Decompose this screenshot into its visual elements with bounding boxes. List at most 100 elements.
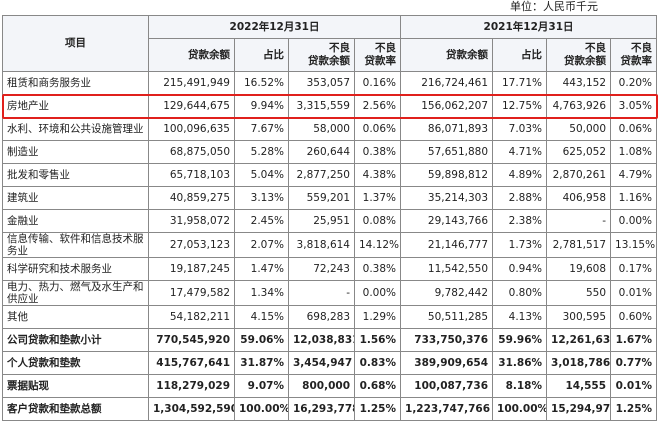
row-label: 电力、热力、燃气及水生产和供应业 bbox=[2, 280, 149, 306]
cell: 260,644 bbox=[288, 140, 355, 164]
table-row: 其他 54,182,211 4.15% 698,283 1.29% 50,511,285 4… bbox=[2, 305, 658, 329]
cell: - bbox=[546, 209, 612, 233]
column-header: 不良 贷款余额 bbox=[288, 38, 355, 72]
cell: 4.38% bbox=[353, 163, 402, 187]
cell: 1.29% bbox=[353, 305, 402, 329]
cell: 129,644,675 bbox=[148, 94, 235, 118]
cell: 5.04% bbox=[234, 163, 289, 187]
cell: 31.87% bbox=[234, 351, 289, 375]
table-row: 批发和零售业 65,718,103 5.04% 2,877,250 4.38% 59,89… bbox=[2, 163, 658, 187]
table-row: 电力、热力、燃气及水生产和供应业 17,479,582 1.34% -0.00% 9,7… bbox=[2, 280, 658, 306]
cell: 12,261,630 bbox=[546, 328, 612, 352]
header-row: 项目 2022年12月31日 2021年12月31日 bbox=[2, 15, 658, 72]
column-header: 贷款余额 bbox=[400, 38, 494, 72]
cell: 68,875,050 bbox=[148, 140, 235, 164]
cell: 1.16% bbox=[610, 186, 658, 210]
cell: 300,595 bbox=[546, 305, 612, 329]
cell: 1.56% bbox=[353, 328, 402, 352]
row-label: 租赁和商务服务业 bbox=[2, 71, 149, 95]
cell: 25,951 bbox=[288, 209, 355, 233]
cell: 9.07% bbox=[234, 374, 289, 398]
cell: 0.00% bbox=[610, 209, 658, 233]
cell: 4,763,926 bbox=[546, 94, 612, 118]
cell: 59.06% bbox=[234, 328, 289, 352]
cell: 19,608 bbox=[546, 257, 612, 281]
table-row: 水利、环境和公共设施管理业 100,096,635 7.67% 58,000 0.06%… bbox=[2, 117, 658, 141]
cell: 0.06% bbox=[353, 117, 402, 141]
cell: 13.15% bbox=[610, 232, 658, 258]
cell: 2.07% bbox=[234, 232, 289, 258]
cell: 118,279,029 bbox=[148, 374, 235, 398]
cell: 19,187,245 bbox=[148, 257, 235, 281]
cell: 72,243 bbox=[288, 257, 355, 281]
cell: 58,000 bbox=[288, 117, 355, 141]
header-line: 贷款率 bbox=[620, 55, 653, 67]
header-line: 贷款余额 bbox=[188, 48, 230, 61]
cell: 0.68% bbox=[353, 374, 402, 398]
header-line: 不良 bbox=[329, 42, 350, 54]
column-header: 贷款余额 bbox=[148, 38, 235, 72]
cell: 0.00% bbox=[353, 280, 402, 306]
cell: 59.96% bbox=[492, 328, 548, 352]
cell: 40,859,275 bbox=[148, 186, 235, 210]
cell: 1.08% bbox=[610, 140, 658, 164]
row-label: 房地产业 bbox=[2, 94, 149, 118]
table-row: 公司贷款和垫款小计 770,545,920 59.06% 12,038,831 1.56… bbox=[2, 328, 658, 352]
cell: 3,454,947 bbox=[288, 351, 355, 375]
cell: 4.15% bbox=[234, 305, 289, 329]
cell: 0.80% bbox=[492, 280, 548, 306]
cell: - bbox=[288, 280, 355, 306]
cell: 415,767,641 bbox=[148, 351, 235, 375]
cell: 9,782,442 bbox=[400, 280, 494, 306]
cell: 3.05% bbox=[610, 94, 658, 118]
year-header: 2022年12月31日 bbox=[147, 15, 402, 39]
table-row: 房地产业 129,644,675 9.94% 3,315,559 2.56% 156,06… bbox=[2, 94, 658, 118]
cell: 0.01% bbox=[610, 280, 658, 306]
cell: 625,052 bbox=[546, 140, 612, 164]
table-row: 科学研究和技术服务业 19,187,245 1.47% 72,243 0.38% 11,5… bbox=[2, 257, 658, 281]
row-label: 个人贷款和垫款 bbox=[2, 351, 149, 375]
row-label: 批发和零售业 bbox=[2, 163, 149, 187]
row-label: 制造业 bbox=[2, 140, 149, 164]
cell: 3.13% bbox=[234, 186, 289, 210]
cell: 7.03% bbox=[492, 117, 548, 141]
cell: 2.88% bbox=[492, 186, 548, 210]
header-line: 贷款率 bbox=[364, 55, 397, 67]
cell: 27,053,123 bbox=[148, 232, 235, 258]
cell: 17.71% bbox=[492, 71, 548, 95]
cell: 4.89% bbox=[492, 163, 548, 187]
cell: 59,898,812 bbox=[400, 163, 494, 187]
cell: 11,542,550 bbox=[400, 257, 494, 281]
cell: 770,545,920 bbox=[148, 328, 235, 352]
cell: 0.38% bbox=[353, 140, 402, 164]
cell: 800,000 bbox=[288, 374, 355, 398]
cell: 156,062,207 bbox=[400, 94, 494, 118]
cell: 2,781,517 bbox=[546, 232, 612, 258]
cell: 1,223,747,766 bbox=[400, 397, 494, 421]
cell: 443,152 bbox=[546, 71, 612, 95]
row-label: 信息传输、软件和信息技术服务业 bbox=[2, 232, 149, 258]
column-header: 不良 贷款率 bbox=[353, 38, 402, 72]
table-row: 建筑业 40,859,275 3.13% 559,201 1.37% 35,214,303… bbox=[2, 186, 658, 210]
header-line: 占比 bbox=[521, 48, 543, 61]
cell: 21,146,777 bbox=[400, 232, 494, 258]
cell: 4.71% bbox=[492, 140, 548, 164]
cell: 1.47% bbox=[234, 257, 289, 281]
cell: 4.79% bbox=[610, 163, 658, 187]
cell: 0.16% bbox=[353, 71, 402, 95]
row-label: 金融业 bbox=[2, 209, 149, 233]
cell: 0.01% bbox=[610, 374, 658, 398]
cell: 17,479,582 bbox=[148, 280, 235, 306]
item-header: 项目 bbox=[2, 15, 149, 72]
cell: 14.12% bbox=[353, 232, 402, 258]
header-line: 贷款余额 bbox=[308, 55, 350, 67]
cell: 216,724,461 bbox=[400, 71, 494, 95]
cell: 86,071,893 bbox=[400, 117, 494, 141]
cell: 31,958,072 bbox=[148, 209, 235, 233]
cell: 1.37% bbox=[353, 186, 402, 210]
row-label: 公司贷款和垫款小计 bbox=[2, 328, 149, 352]
column-header: 占比 bbox=[234, 38, 289, 72]
cell: 0.17% bbox=[610, 257, 658, 281]
cell: 550 bbox=[546, 280, 612, 306]
cell: 65,718,103 bbox=[148, 163, 235, 187]
